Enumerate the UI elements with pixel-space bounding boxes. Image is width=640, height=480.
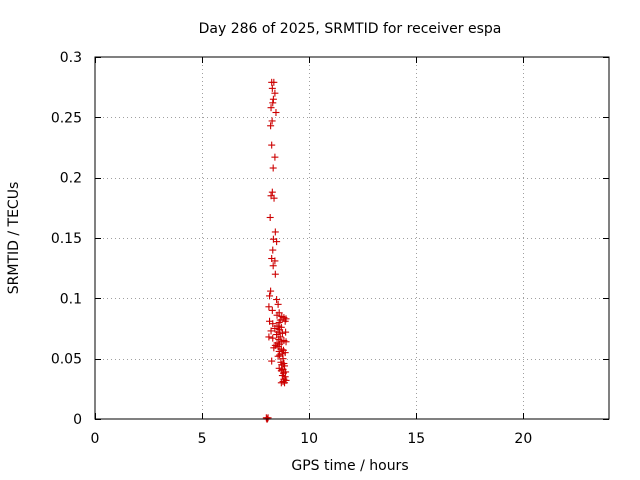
data-point [267, 327, 275, 335]
data-point [269, 95, 277, 103]
data-point [265, 333, 273, 341]
chart-title: Day 286 of 2025, SRMTID for receiver esp… [199, 21, 502, 37]
data-point [269, 99, 277, 107]
data-point [274, 300, 282, 308]
x-axis-label: GPS time / hours [291, 458, 408, 474]
data-point [278, 329, 286, 337]
data-point [277, 379, 285, 387]
plot-frame [94, 56, 610, 420]
data-point [269, 164, 277, 172]
y-tick-label: 0.3 [60, 50, 82, 66]
data-point [274, 352, 282, 360]
data-point [273, 238, 281, 246]
data-point [271, 257, 279, 265]
data-point [279, 378, 287, 386]
x-tick-label: 5 [198, 431, 207, 447]
data-point [266, 213, 274, 221]
data-point [268, 306, 276, 314]
data-points [262, 78, 290, 423]
data-point [271, 270, 279, 278]
data-point [272, 109, 280, 117]
data-point [281, 317, 289, 325]
data-point [267, 287, 275, 295]
y-tick-label: 0.15 [51, 231, 82, 247]
y-tick-label: 0 [73, 412, 82, 428]
data-point [270, 194, 278, 202]
data-point [266, 292, 274, 300]
data-point [264, 414, 272, 422]
data-point [282, 338, 290, 346]
data-point [269, 262, 277, 270]
data-point [282, 328, 290, 336]
data-point [271, 325, 279, 332]
data-point [268, 117, 276, 125]
data-point [265, 303, 273, 311]
data-point [271, 228, 279, 236]
data-point [268, 84, 276, 92]
y-tick-label: 0.05 [51, 352, 82, 368]
data-point [271, 89, 279, 97]
data-point [269, 246, 277, 254]
data-point [268, 188, 276, 196]
y-tick-label: 0.25 [51, 110, 82, 126]
x-tick-label: 20 [514, 431, 532, 447]
y-axis-label: SRMTID / TECUs [6, 182, 22, 295]
data-point [273, 296, 281, 304]
data-point [279, 355, 287, 363]
data-point [267, 122, 275, 130]
data-point [267, 104, 275, 112]
y-tick-label: 0.1 [60, 291, 82, 307]
data-point [270, 344, 278, 352]
data-point [270, 78, 278, 86]
grid-lines [95, 57, 609, 419]
data-point [269, 334, 277, 342]
data-point [269, 320, 277, 328]
data-point [273, 331, 281, 339]
x-tick-label: 0 [91, 431, 100, 447]
data-point [273, 311, 281, 319]
y-tick-label: 0.2 [60, 171, 82, 187]
x-tick-label: 10 [300, 431, 318, 447]
data-point [281, 362, 289, 370]
data-point [271, 153, 279, 161]
data-point [276, 351, 284, 359]
data-point [268, 357, 276, 365]
x-tick-label: 15 [407, 431, 425, 447]
tick-labels: 0 5 10 15 20 0 0.05 0.1 0.15 0.2 0.25 0.3 [51, 50, 532, 447]
data-point [268, 141, 276, 149]
